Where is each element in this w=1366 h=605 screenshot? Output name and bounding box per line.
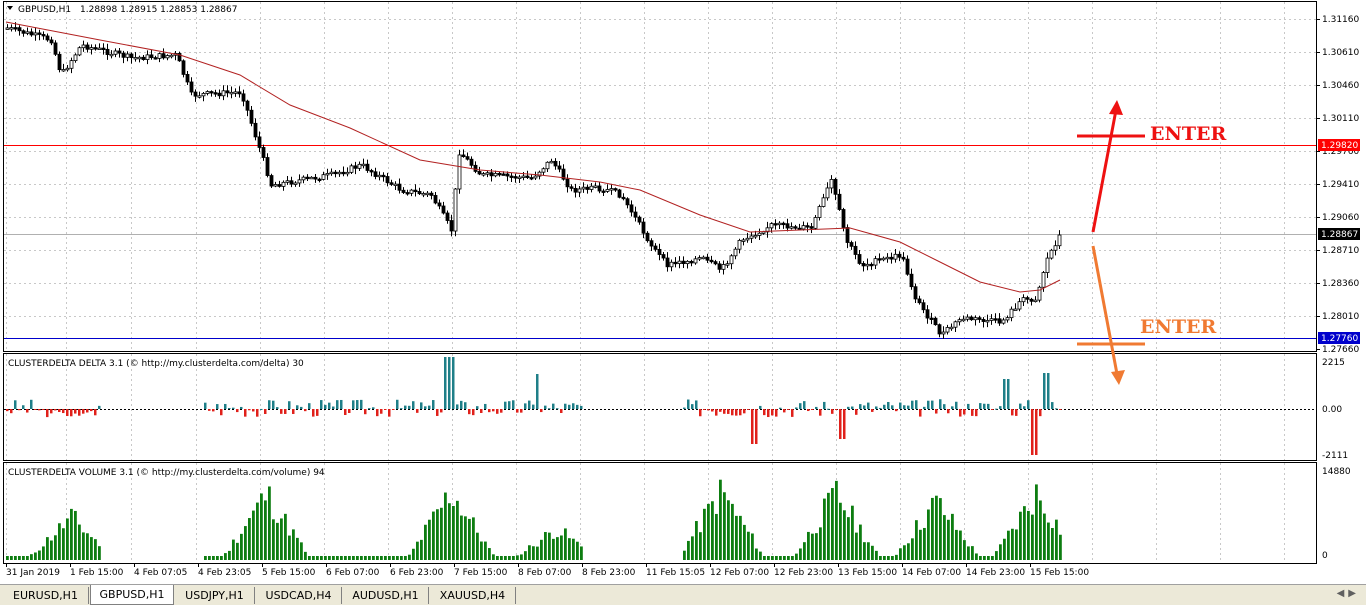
symbol-timeframe: GBPUSD,H1 <box>18 5 71 15</box>
tab-audusd[interactable]: AUDUSD,H1 <box>343 587 429 604</box>
delta-panel-title: CLUSTERDELTA DELTA 3.1 (© http://my.clus… <box>8 359 304 369</box>
price-tick-label: 1.28710 <box>1322 246 1359 256</box>
symbol-tab-bar: EURUSD,H1 GBPUSD,H1 USDJPY,H1 USDCAD,H4 … <box>0 584 1366 605</box>
time-tick-label: 14 Feb 07:00 <box>902 568 961 578</box>
tab-xauusd[interactable]: XAUUSD,H4 <box>430 587 516 604</box>
price-tick-label: 1.27660 <box>1322 345 1359 355</box>
price-tick-label: 1.30610 <box>1322 48 1359 58</box>
time-axis: 31 Jan 2019 1 Feb 15:00 4 Feb 07:05 4 Feb 2… <box>6 563 1089 578</box>
current-price-label: 1.28867 <box>1321 230 1358 240</box>
tab-scroll-controls: ◀▶ <box>1337 588 1360 599</box>
chart-window[interactable]: GBPUSD,H1 1.28898 1.28915 1.28853 1.2886… <box>0 0 1366 584</box>
volume-tick-zero: 0 <box>1322 551 1328 561</box>
time-tick-label: 1 Feb 15:00 <box>70 568 124 578</box>
down-arrow-head-icon <box>1111 370 1125 385</box>
time-tick-label: 15 Feb 15:00 <box>1030 568 1089 578</box>
time-tick-label: 6 Feb 07:00 <box>326 568 380 578</box>
time-tick-label: 12 Feb 23:00 <box>774 568 833 578</box>
price-tick-label: 1.28010 <box>1322 312 1359 322</box>
time-tick-label: 8 Feb 07:00 <box>518 568 572 578</box>
delta-tick-max: 2215 <box>1322 358 1345 368</box>
volume-bars <box>6 479 1062 560</box>
price-tick-label: 1.29060 <box>1322 213 1359 223</box>
price-tick-label: 1.30460 <box>1322 81 1359 91</box>
lower-enter-label: ENTER <box>1140 316 1216 338</box>
price-tick-label: 1.30110 <box>1322 114 1359 124</box>
time-tick-label: 4 Feb 23:05 <box>198 568 251 578</box>
time-tick-label: 8 Feb 23:00 <box>582 568 636 578</box>
time-tick-label: 13 Feb 15:00 <box>838 568 897 578</box>
time-tick-label: 14 Feb 23:00 <box>966 568 1025 578</box>
tab-gbpusd[interactable]: GBPUSD,H1 <box>90 585 174 605</box>
time-tick-label: 6 Feb 23:00 <box>390 568 444 578</box>
main-chart-frame <box>3 1 1317 352</box>
upper-enter-label: ENTER <box>1150 123 1226 145</box>
up-arrow-shaft[interactable] <box>1091 109 1118 233</box>
resistance-price-tag <box>1318 139 1360 151</box>
price-tick-label: 1.29410 <box>1322 180 1359 190</box>
moving-average-line <box>5 21 1061 293</box>
price-tick-label: 1.29760 <box>1322 147 1359 157</box>
volume-tick-max: 14880 <box>1322 467 1351 477</box>
price-axis: 1.31160 1.30610 1.30460 1.30110 1.29760 1.294… <box>1316 15 1359 355</box>
grid-lines <box>4 2 1316 563</box>
time-tick-label: 4 Feb 07:05 <box>134 568 187 578</box>
current-price-tag <box>1318 228 1360 240</box>
time-tick-label: 12 Feb 07:00 <box>710 568 769 578</box>
time-tick-label: 31 Jan 2019 <box>6 568 60 578</box>
volume-panel-frame <box>3 462 1317 564</box>
delta-tick-min: -2111 <box>1322 451 1348 461</box>
support-price-label: 1.27760 <box>1321 334 1358 344</box>
time-tick-label: 11 Feb 15:05 <box>646 568 705 578</box>
ohlc-values: 1.28898 1.28915 1.28853 1.28867 <box>80 5 237 15</box>
candlesticks <box>5 22 1062 339</box>
support-price-tag <box>1318 332 1360 344</box>
delta-bars <box>6 357 1062 455</box>
time-tick-label: 7 Feb 15:00 <box>454 568 508 578</box>
scroll-right-icon[interactable]: ▶ <box>1348 588 1360 599</box>
tab-usdcad[interactable]: USDCAD,H4 <box>256 587 342 604</box>
resistance-price-label: 1.29820 <box>1321 141 1358 151</box>
dropdown-triangle-icon[interactable] <box>7 6 13 10</box>
up-arrow-head-icon <box>1109 100 1123 115</box>
price-tick-label: 1.28360 <box>1322 279 1359 289</box>
delta-tick-zero: 0.00 <box>1322 405 1342 415</box>
time-tick-label: 5 Feb 15:00 <box>262 568 316 578</box>
volume-panel-title: CLUSTERDELTA VOLUME 3.1 (© http://my.clu… <box>8 468 325 478</box>
trade-annotations[interactable]: ENTER ENTER <box>1077 100 1226 385</box>
scroll-left-icon[interactable]: ◀ <box>1336 588 1349 599</box>
delta-panel-frame <box>3 353 1317 461</box>
tab-eurusd[interactable]: EURUSD,H1 <box>3 587 89 604</box>
tab-usdjpy[interactable]: USDJPY,H1 <box>175 587 255 604</box>
down-arrow-shaft[interactable] <box>1091 245 1119 375</box>
price-tick-label: 1.31160 <box>1322 15 1359 25</box>
